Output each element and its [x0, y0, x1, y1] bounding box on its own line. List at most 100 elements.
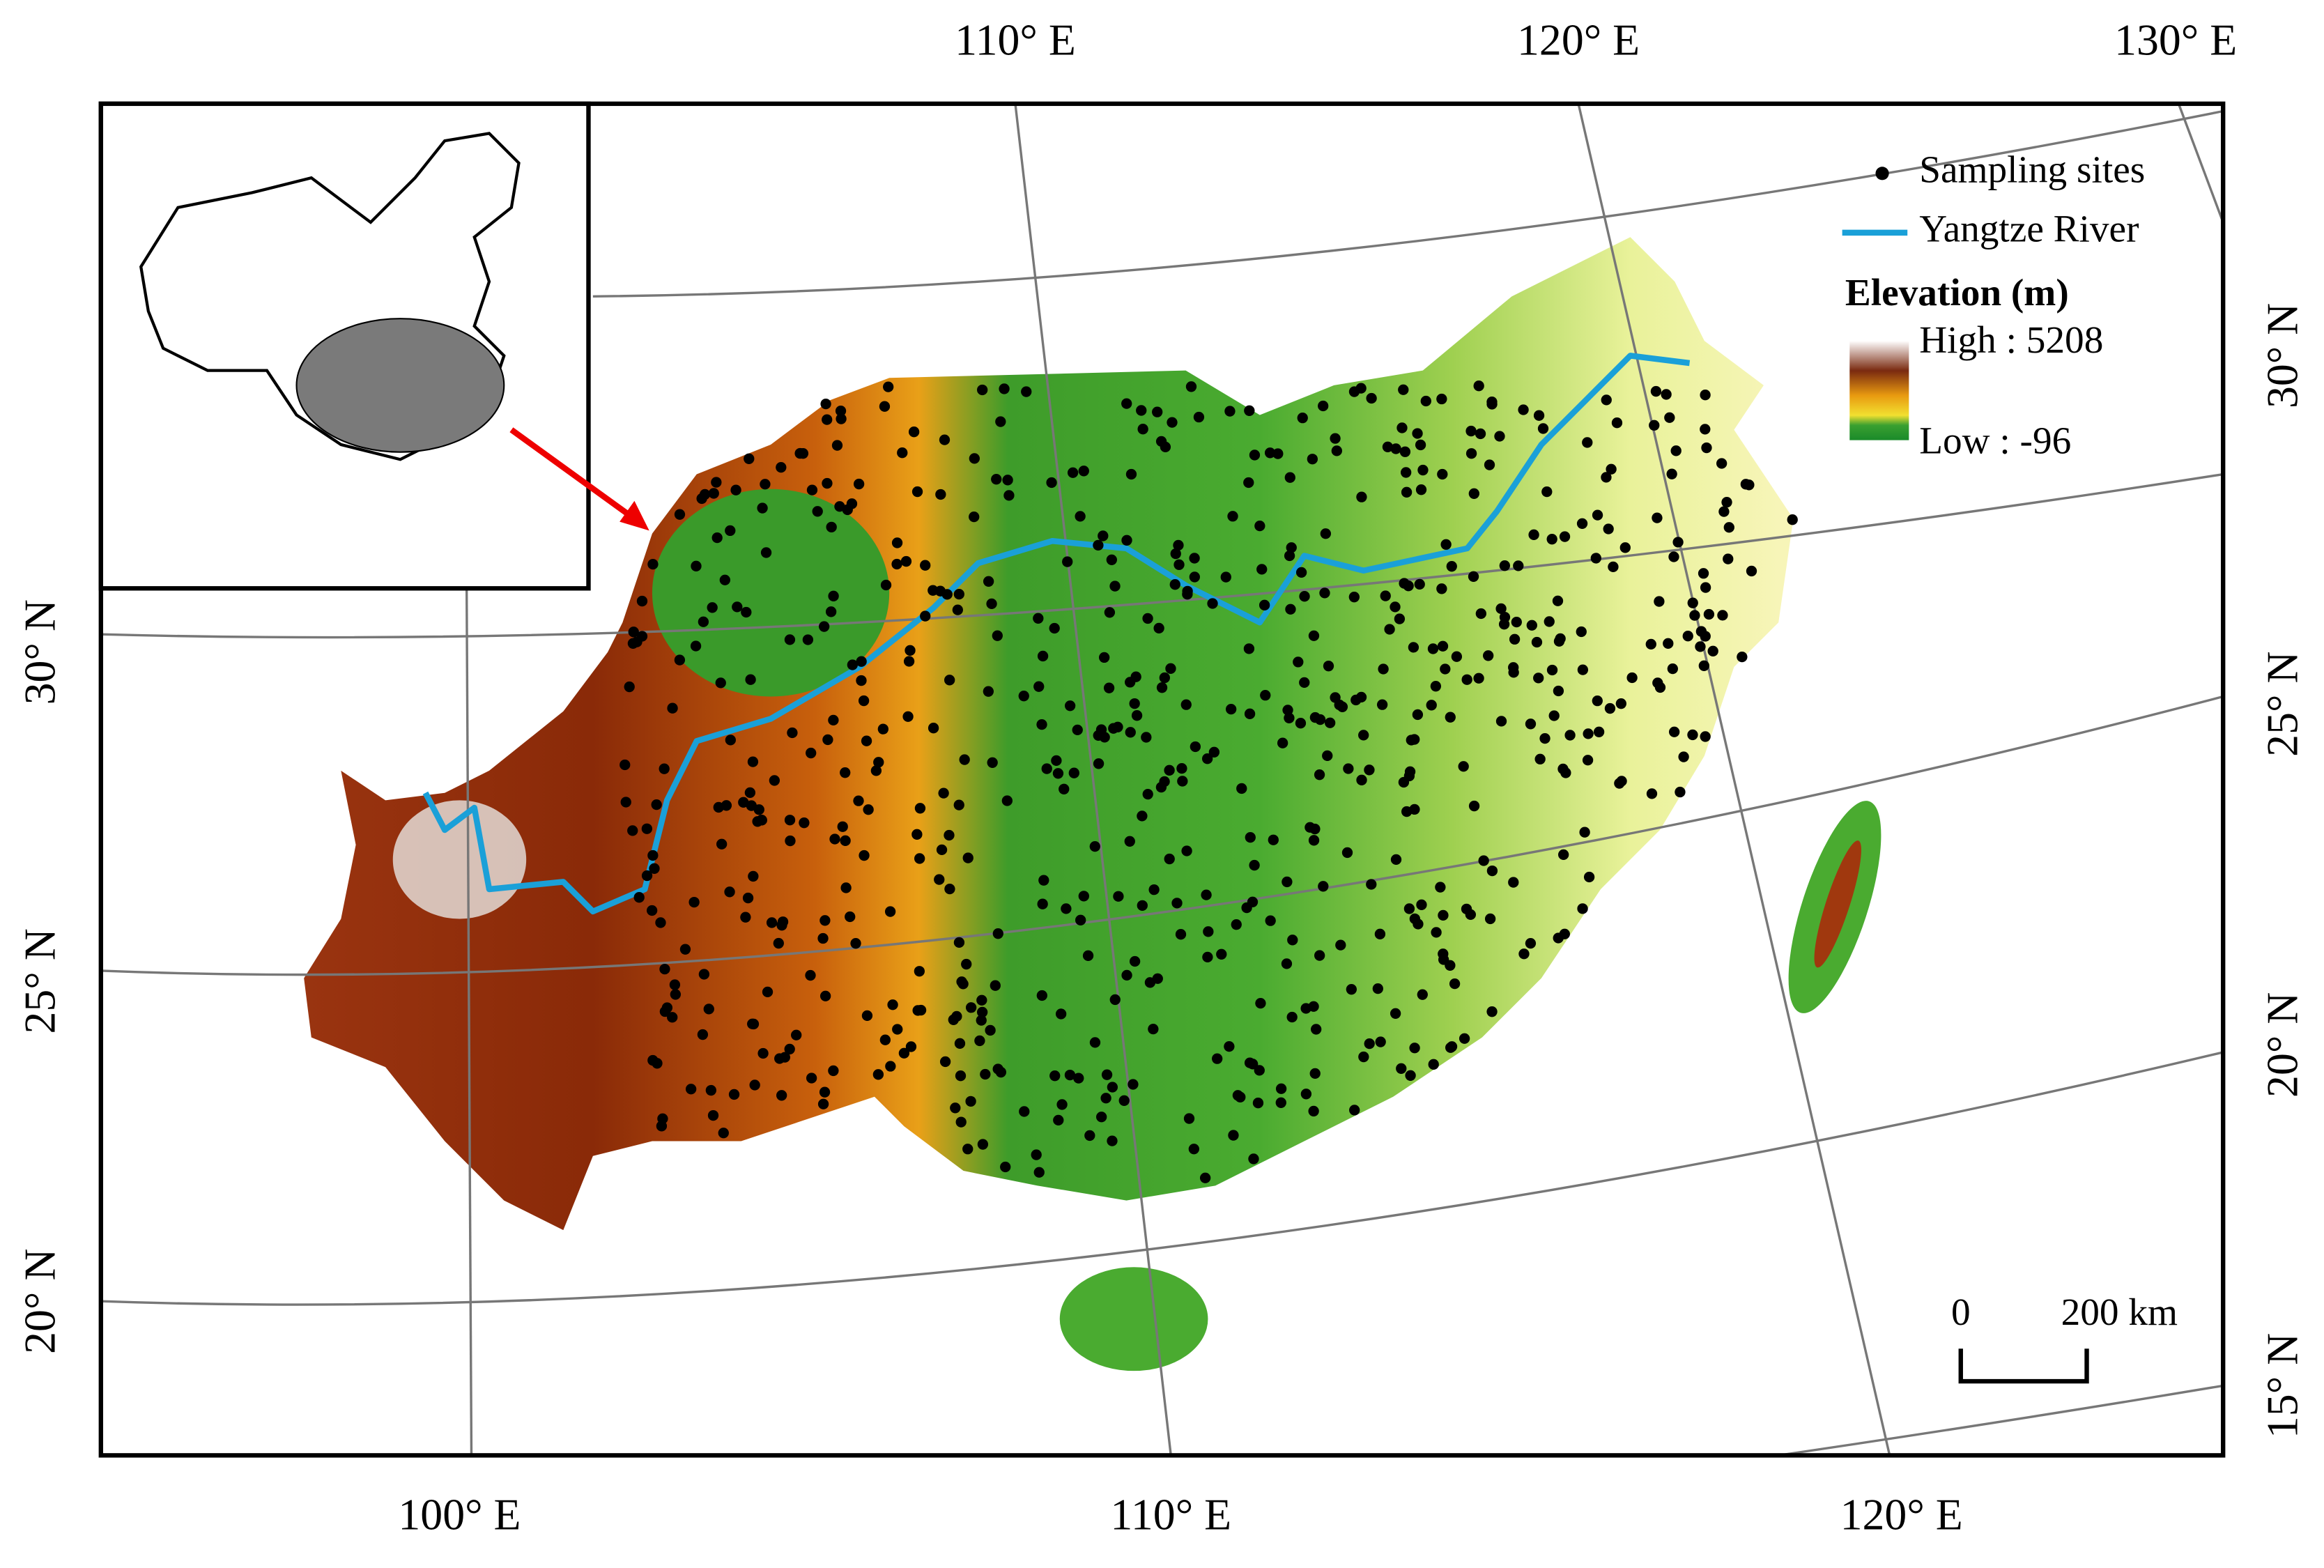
sampling-site [647, 850, 659, 861]
sampling-site [1475, 428, 1486, 440]
sampling-site [1104, 607, 1116, 618]
sampling-site [983, 686, 994, 697]
sampling-site [1167, 417, 1178, 428]
sampling-site [716, 838, 728, 850]
sampling-site [1183, 1113, 1195, 1124]
sampling-site [1499, 612, 1511, 623]
sampling-site [1275, 1083, 1287, 1094]
sampling-site [1652, 512, 1663, 523]
sampling-site [1308, 835, 1320, 846]
sampling-site [1000, 1161, 1011, 1173]
sampling-site [831, 440, 843, 451]
sampling-site [870, 765, 882, 776]
sampling-site [961, 958, 972, 970]
sampling-site [977, 1139, 989, 1150]
sampling-site [1509, 633, 1521, 645]
sampling-site [1295, 718, 1307, 729]
sampling-site [1100, 1093, 1111, 1104]
sampling-site [791, 1029, 802, 1040]
sampling-site [1190, 741, 1201, 753]
sampling-site [1560, 767, 1571, 778]
sampling-site [1049, 1070, 1061, 1082]
sampling-site [1427, 643, 1439, 654]
sampling-site [688, 896, 700, 908]
sampling-site [987, 757, 998, 768]
sampling-site [652, 1058, 663, 1069]
sampling-site [1465, 425, 1477, 437]
sampling-site [628, 627, 639, 638]
sampling-site [872, 1069, 884, 1080]
sampling-site [1037, 898, 1048, 909]
sampling-site [1458, 761, 1469, 772]
sampling-site [641, 823, 653, 834]
sampling-site [1300, 1089, 1312, 1100]
sampling-site [911, 486, 923, 498]
sampling-site [1430, 681, 1442, 692]
sampling-site [1164, 853, 1175, 865]
sampling-site [1295, 567, 1307, 578]
sampling-site [1473, 672, 1484, 684]
sampling-site [1382, 441, 1394, 452]
sampling-site [1675, 786, 1686, 798]
sampling-site [1687, 729, 1698, 741]
sampling-site [1202, 951, 1213, 963]
sampling-site [1364, 764, 1375, 776]
sampling-site [713, 801, 724, 813]
legend-title: Elevation (m) [1845, 271, 2069, 314]
sampling-site [799, 817, 810, 829]
sampling-site [708, 488, 719, 499]
sampling-site [856, 656, 867, 667]
sampling-site [1341, 847, 1353, 859]
sampling-site [861, 735, 872, 746]
sampling-site [1152, 406, 1163, 417]
sampling-site [742, 892, 754, 904]
sampling-site [1614, 778, 1625, 789]
sampling-site [1287, 935, 1298, 946]
sampling-site [1701, 442, 1712, 454]
sampling-site [892, 1024, 903, 1035]
sampling-site [847, 659, 859, 670]
sampling-site [1318, 400, 1329, 412]
sampling-site [1438, 948, 1449, 960]
sampling-site [1049, 622, 1060, 634]
sampling-site [990, 980, 1001, 991]
sampling-site [1508, 667, 1519, 678]
sampling-site [1260, 689, 1271, 701]
sampling-site [1399, 446, 1411, 457]
sampling-site [802, 634, 814, 645]
sampling-site [952, 604, 963, 615]
sampling-site [1555, 633, 1566, 645]
sampling-site [1355, 383, 1367, 394]
sampling-site [1390, 1008, 1401, 1019]
sampling-site [1109, 994, 1121, 1006]
sampling-site [1668, 726, 1680, 737]
sampling-site [1299, 591, 1310, 602]
sampling-site [745, 674, 756, 685]
legend: Sampling sites Yangtze River Elevation (… [1842, 148, 2145, 462]
sampling-site [1309, 823, 1321, 835]
sampling-site [1592, 695, 1603, 707]
sampling-site [828, 714, 839, 726]
sampling-site [939, 434, 951, 445]
sampling-site [1717, 610, 1728, 621]
sampling-site [1409, 913, 1421, 925]
sampling-site [1319, 587, 1330, 599]
sampling-site [900, 555, 912, 567]
sampling-site [1553, 685, 1564, 697]
sampling-site [825, 606, 837, 617]
sampling-site [1646, 788, 1658, 799]
sampling-site [696, 493, 707, 505]
map-frame [98, 101, 2226, 1458]
sampling-site [753, 804, 764, 815]
sampling-site [1412, 428, 1423, 439]
sampling-site [1526, 620, 1537, 631]
sampling-site [1380, 590, 1391, 601]
sampling-site [1078, 466, 1089, 477]
sampling-site [685, 1084, 697, 1095]
sampling-site [1396, 1063, 1407, 1074]
sampling-site [711, 477, 722, 488]
sampling-site [718, 1128, 729, 1139]
sampling-site [776, 461, 787, 473]
legend-label: High : 5208 [1919, 318, 2103, 361]
